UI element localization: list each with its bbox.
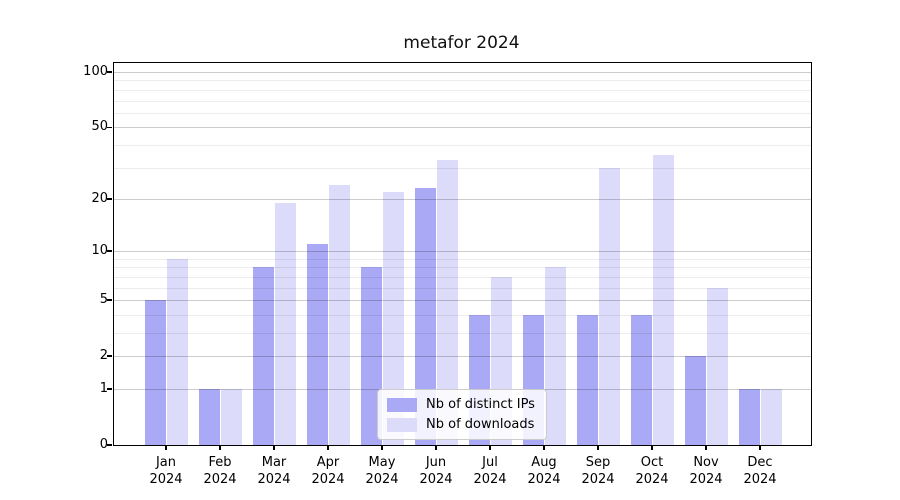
bar-downloads — [545, 267, 566, 445]
minor-gridline — [114, 144, 811, 146]
x-tick-mark — [327, 445, 329, 450]
minor-gridline — [114, 80, 811, 82]
bar-downloads — [275, 202, 296, 445]
x-tick-mark — [651, 445, 653, 450]
x-tick-label: May 2024 — [365, 455, 399, 487]
legend-entry-distinct-ips: Nb of distinct IPs — [387, 397, 535, 412]
y-tick-label: 100 — [83, 64, 108, 80]
minor-gridline — [114, 276, 811, 278]
y-tick-label: 10 — [91, 243, 108, 259]
minor-gridline — [114, 112, 811, 114]
x-tick-label: Jan 2024 — [149, 455, 183, 487]
bar-downloads — [437, 160, 458, 445]
x-tick-label: Apr 2024 — [311, 455, 345, 487]
bar-distinct-ips — [307, 244, 328, 445]
y-tick-mark — [107, 250, 113, 252]
y-tick-mark — [107, 126, 113, 129]
x-tick-mark — [597, 445, 599, 450]
legend-label-downloads: Nb of downloads — [426, 417, 535, 432]
minor-gridline — [114, 267, 811, 269]
plot-area: 0 1 2 5 10 20 50 100 Jan 2024 Feb 2024 Mar 2024 Apr… — [83, 62, 812, 487]
bar-distinct-ips — [199, 388, 220, 445]
y-tick-label: 5 — [99, 292, 108, 308]
major-gridline — [114, 251, 811, 253]
y-tick-mark — [107, 355, 113, 357]
y-tick-mark — [107, 299, 113, 301]
x-tick-label: Dec 2024 — [743, 455, 777, 487]
x-tick-mark — [705, 445, 707, 450]
bar-distinct-ips — [577, 314, 598, 445]
x-tick-mark — [165, 445, 167, 450]
x-tick-mark — [543, 445, 545, 450]
x-tick-mark — [435, 445, 437, 450]
bar-downloads — [221, 388, 242, 445]
x-tick-label: Feb 2024 — [203, 455, 237, 487]
bar-distinct-ips — [739, 388, 760, 445]
bar-distinct-ips — [253, 267, 274, 445]
x-tick-label: Mar 2024 — [257, 455, 291, 487]
bar-distinct-ips — [631, 314, 652, 445]
x-tick-label: Jun 2024 — [419, 455, 453, 487]
bar-downloads — [707, 287, 728, 445]
y-tick-label: 2 — [99, 348, 108, 364]
y-tick-mark — [107, 444, 113, 446]
x-tick-mark — [273, 445, 275, 450]
minor-gridline — [114, 167, 811, 169]
x-tick-mark — [489, 445, 491, 450]
minor-gridline — [114, 258, 811, 260]
y-tick-label: 0 — [99, 437, 108, 452]
bar-distinct-ips — [415, 188, 436, 445]
y-tick-mark — [107, 388, 113, 390]
minor-gridline — [114, 100, 811, 102]
x-tick-label: Jul 2024 — [473, 455, 507, 487]
x-tick-label: Sep 2024 — [581, 455, 615, 487]
x-tick-mark — [219, 445, 221, 450]
minor-gridline — [114, 89, 811, 91]
x-tick-label: Nov 2024 — [689, 455, 723, 487]
major-gridline — [114, 127, 811, 129]
bar-downloads — [599, 167, 620, 445]
bar-downloads — [167, 258, 188, 445]
legend: Nb of distinct IPs Nb of downloads — [377, 389, 547, 440]
x-tick-mark — [759, 445, 761, 450]
bar-downloads — [329, 184, 350, 445]
bar-distinct-ips — [685, 356, 706, 445]
bar-downloads — [383, 191, 404, 445]
bar-downloads — [761, 388, 782, 445]
y-tick-mark — [107, 198, 113, 200]
x-tick-label: Aug 2024 — [527, 455, 561, 487]
legend-entry-downloads: Nb of downloads — [387, 417, 535, 432]
major-gridline — [114, 72, 811, 74]
chart-title: metafor 2024 — [403, 33, 520, 53]
major-gridline — [114, 198, 811, 200]
legend-swatch-downloads — [387, 417, 417, 432]
bar-downloads — [653, 155, 674, 445]
legend-swatch-distinct-ips — [387, 397, 417, 412]
y-tick-mark — [107, 71, 113, 73]
y-tick-label: 20 — [91, 190, 108, 206]
x-tick-label: Oct 2024 — [635, 455, 669, 487]
y-tick-label: 1 — [99, 380, 108, 396]
legend-label-distinct-ips: Nb of distinct IPs — [426, 397, 535, 412]
bar-distinct-ips — [145, 300, 166, 445]
x-tick-mark — [381, 445, 383, 450]
y-tick-label: 50 — [91, 119, 108, 135]
bar-distinct-ips — [361, 267, 382, 445]
